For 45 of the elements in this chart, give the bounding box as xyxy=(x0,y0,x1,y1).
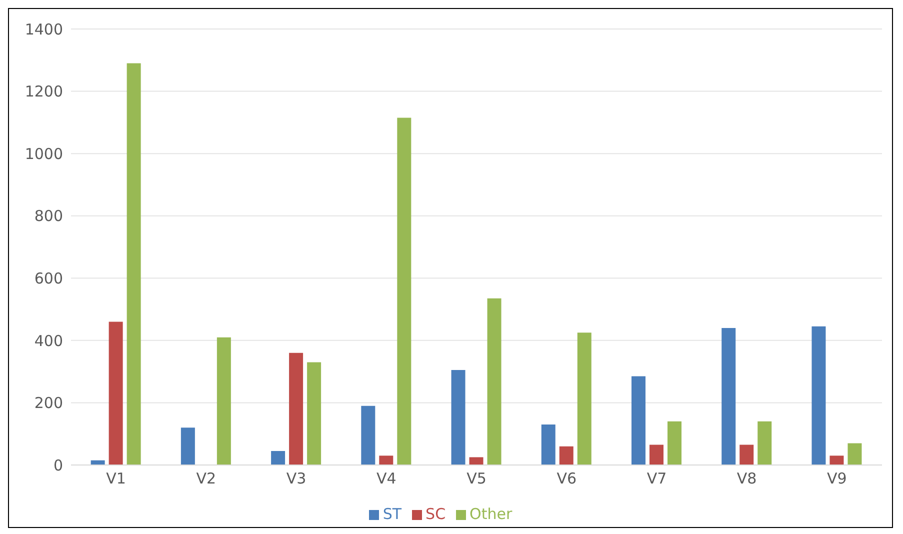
x-tick-label: V5 xyxy=(466,470,486,488)
y-tick-label: 1400 xyxy=(24,20,63,38)
bar xyxy=(451,370,466,465)
bar xyxy=(289,352,304,465)
x-tick-label: V1 xyxy=(106,470,126,488)
bar xyxy=(577,332,592,465)
bar xyxy=(361,406,376,465)
bar xyxy=(379,456,394,465)
legend-label: SC xyxy=(426,505,446,523)
bar xyxy=(848,443,862,465)
bar xyxy=(307,362,322,465)
bar xyxy=(758,421,772,465)
bar xyxy=(469,457,484,465)
bar xyxy=(271,450,286,465)
bar xyxy=(541,424,556,465)
x-tick-label: V6 xyxy=(556,470,577,488)
bar xyxy=(180,428,195,465)
x-tick-label: V9 xyxy=(827,470,847,488)
bar xyxy=(631,376,646,465)
bar xyxy=(559,446,574,465)
bar xyxy=(740,444,754,465)
y-tick-label: 200 xyxy=(34,394,63,412)
bar xyxy=(722,328,736,465)
bar xyxy=(216,337,231,465)
bar xyxy=(649,444,664,465)
x-tick-label: V2 xyxy=(196,470,216,488)
y-tick-label: 800 xyxy=(34,207,63,226)
x-tick-label: V7 xyxy=(646,470,667,488)
y-tick-label: 600 xyxy=(34,269,63,288)
bar xyxy=(830,456,844,465)
bar xyxy=(487,298,502,465)
bar xyxy=(108,322,123,465)
y-tick-label: 1000 xyxy=(24,144,63,163)
bar xyxy=(397,118,412,465)
legend-label: ST xyxy=(382,505,402,523)
x-tick-label: V8 xyxy=(736,470,757,488)
y-tick-label: 1200 xyxy=(24,82,63,101)
x-tick-label: V4 xyxy=(376,470,396,488)
y-tick-label: 0 xyxy=(53,456,63,474)
bar xyxy=(126,63,141,465)
bar xyxy=(667,421,682,465)
y-tick-label: 400 xyxy=(34,332,63,350)
legend-label: Other xyxy=(470,505,512,523)
bar xyxy=(812,326,826,465)
x-tick-label: V3 xyxy=(286,470,306,488)
